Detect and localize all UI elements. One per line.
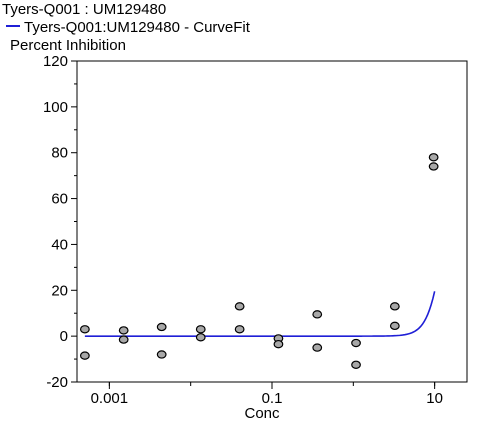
- data-points: [79, 153, 439, 370]
- y-tick-label: 20: [51, 282, 68, 299]
- data-point: [156, 322, 167, 332]
- data-point: [273, 339, 284, 349]
- data-point: [428, 153, 439, 162]
- legend-label: Tyers-Q001:UM129480 - CurveFit: [24, 19, 250, 36]
- x-tick-label: 10: [426, 390, 443, 407]
- y-tick-label: 0: [60, 328, 68, 345]
- legend: Tyers-Q001:UM129480 - CurveFit: [6, 19, 250, 36]
- chart-title: Tyers-Q001 : UM129480: [2, 1, 167, 18]
- data-point: [234, 325, 245, 334]
- data-point: [195, 333, 206, 342]
- y-axis: -20 0 20 40 60 80 100 120: [43, 53, 77, 391]
- data-point: [118, 335, 129, 344]
- data-point: [195, 325, 206, 334]
- y-tick-label: 120: [43, 53, 68, 70]
- data-point: [312, 310, 323, 319]
- x-tick-label: 0.001: [91, 390, 129, 407]
- curve-fit-line: [84, 291, 436, 337]
- y-axis-title: Percent Inhibition: [10, 37, 126, 54]
- data-point: [79, 351, 90, 360]
- y-tick-label: 40: [51, 236, 68, 253]
- data-point: [389, 321, 400, 331]
- data-point: [79, 325, 90, 334]
- data-point: [351, 360, 361, 370]
- y-tick-label: 80: [51, 145, 68, 162]
- data-point: [234, 302, 245, 311]
- legend-line-swatch: [6, 25, 20, 28]
- y-tick-label: -20: [46, 374, 68, 391]
- y-tick-label: 100: [43, 99, 68, 116]
- x-axis-title: Conc: [244, 405, 280, 421]
- data-point: [312, 343, 323, 352]
- x-tick-label: 0.1: [262, 390, 283, 407]
- data-point: [156, 350, 167, 359]
- data-point: [428, 162, 439, 171]
- x-axis: 0.001 0.1 10: [91, 382, 443, 407]
- data-point: [118, 326, 129, 335]
- data-point: [389, 302, 400, 311]
- y-tick-label: 60: [51, 191, 68, 208]
- data-point: [351, 338, 361, 348]
